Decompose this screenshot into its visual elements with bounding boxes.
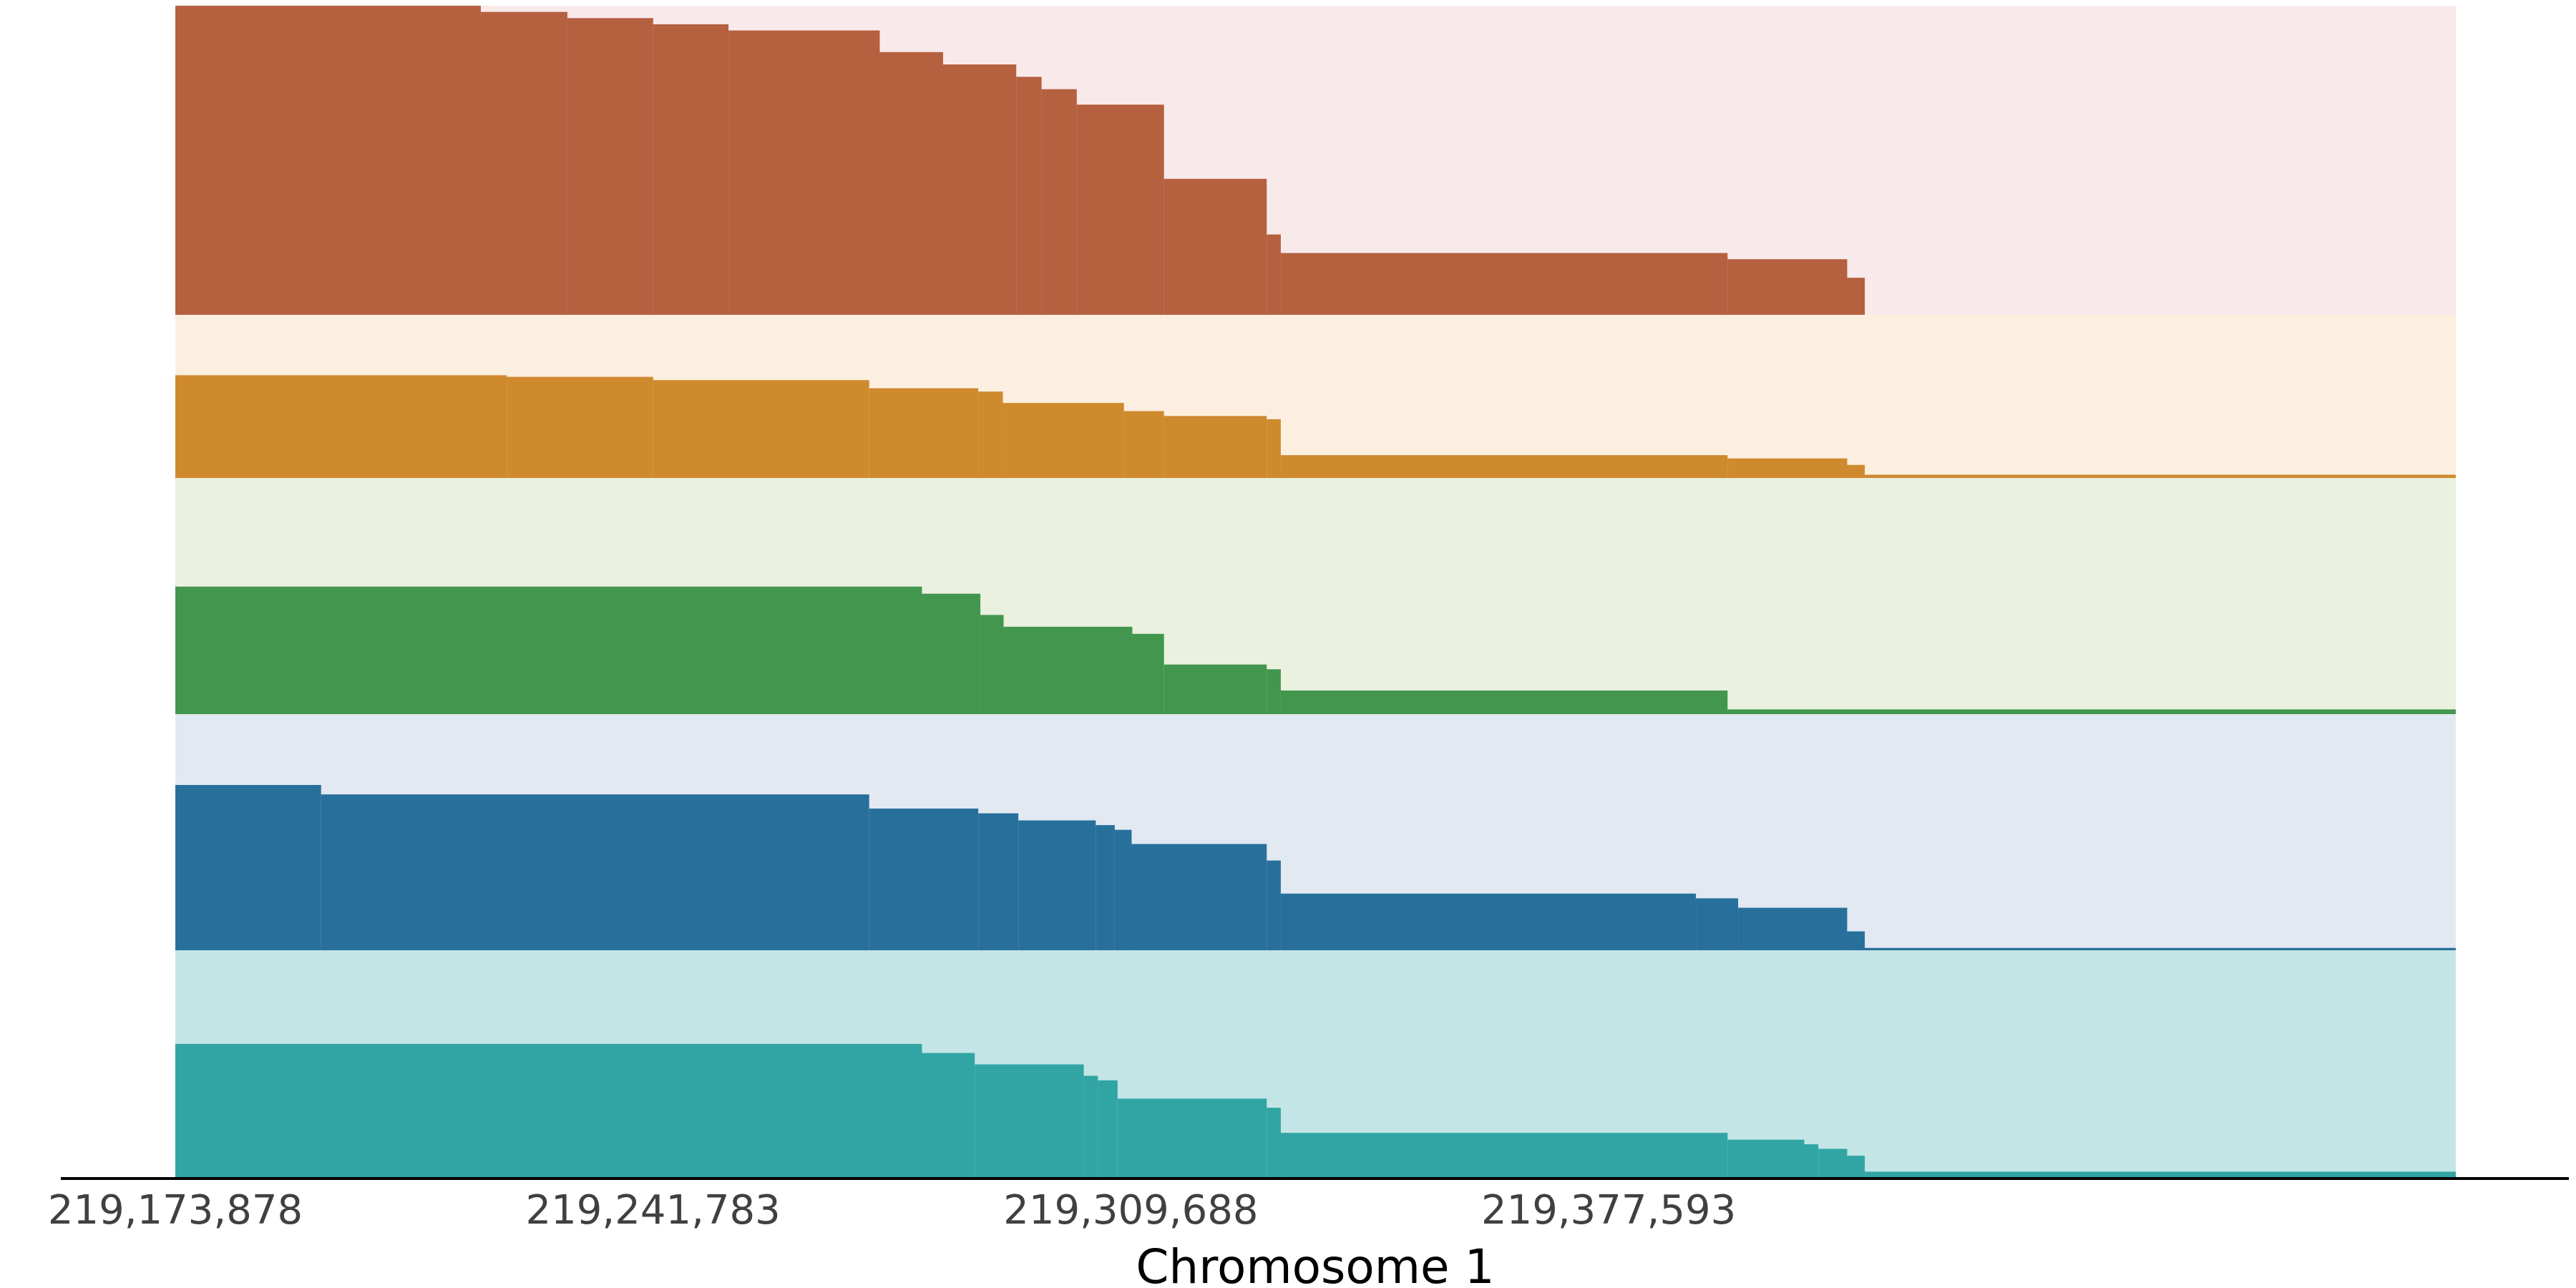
track-4-bar-5 bbox=[1018, 820, 1096, 950]
bands-layer bbox=[175, 6, 2456, 1179]
track-4-bar-13 bbox=[1847, 931, 1865, 950]
track-3-bar-9 bbox=[1727, 709, 1823, 714]
track-2-bar-12 bbox=[1847, 464, 1865, 478]
track-4-bar-7 bbox=[1114, 829, 1132, 950]
track-4-bar-12 bbox=[1738, 907, 1848, 950]
track-4-bar-4 bbox=[978, 813, 1019, 950]
track-5-bar-1 bbox=[175, 1043, 922, 1179]
track-1-bar-14 bbox=[1727, 259, 1848, 315]
track-2-bar-8 bbox=[1163, 416, 1267, 478]
track-1-bar-8 bbox=[1016, 77, 1042, 316]
track-3-bar-8 bbox=[1280, 691, 1728, 714]
track-1-bar-12 bbox=[1267, 234, 1281, 315]
track-2-bar-3 bbox=[653, 380, 869, 478]
track-5-bar-11 bbox=[1818, 1148, 1848, 1179]
track-5-bar-4 bbox=[1083, 1075, 1098, 1179]
track-2-bar-11 bbox=[1727, 458, 1848, 478]
x-tick-labels: 219,173,878 219,241,783 219,309,688 219,377… bbox=[48, 1187, 1736, 1234]
track-2-bar-10 bbox=[1280, 455, 1728, 478]
track-3-bar-6 bbox=[1163, 664, 1267, 714]
track-2-bar-1 bbox=[175, 375, 507, 478]
track-3-bar-3 bbox=[980, 615, 1004, 714]
track-5-bar-13 bbox=[1865, 1171, 2456, 1179]
track-4-bar-9 bbox=[1267, 860, 1281, 950]
track-1-bar-10 bbox=[1076, 104, 1164, 316]
track-1-bar-11 bbox=[1163, 178, 1267, 315]
x-tick-label-3: 219,309,688 bbox=[1003, 1187, 1258, 1234]
track-5-bar-6 bbox=[1117, 1098, 1267, 1179]
track-4-bar-1 bbox=[175, 785, 321, 950]
track-4-bar-11 bbox=[1696, 898, 1739, 950]
track-1-bar-1 bbox=[175, 6, 481, 315]
track-4-bar-8 bbox=[1131, 844, 1267, 950]
track-2-bar-13 bbox=[1865, 474, 2456, 478]
track-1-bar-2 bbox=[480, 11, 567, 315]
track-1-bar-6 bbox=[879, 52, 943, 316]
track-5-bar-2 bbox=[922, 1053, 975, 1179]
track-3-bar-1 bbox=[175, 586, 922, 714]
track-5-bar-9 bbox=[1727, 1139, 1805, 1179]
track-5-bar-12 bbox=[1847, 1156, 1865, 1179]
x-tick-label-1: 219,173,878 bbox=[48, 1187, 303, 1234]
track-2-bar-5 bbox=[978, 391, 1003, 478]
track-5-bar-7 bbox=[1267, 1108, 1281, 1179]
track-1-bar-7 bbox=[942, 64, 1017, 315]
track-3-bar-10 bbox=[1823, 709, 2456, 714]
track-4-bar-14 bbox=[1865, 947, 2456, 950]
track-1-bar-13 bbox=[1280, 253, 1728, 315]
track-3-bar-2 bbox=[922, 593, 981, 714]
track-1-bar-5 bbox=[728, 30, 880, 316]
track-1-bar-9 bbox=[1041, 89, 1077, 315]
track-2-bar-2 bbox=[507, 376, 653, 478]
track-5-bar-10 bbox=[1804, 1144, 1819, 1179]
track-4-bar-10 bbox=[1280, 893, 1697, 950]
track-4-bar-3 bbox=[869, 809, 979, 950]
track-5-bar-3 bbox=[975, 1064, 1084, 1179]
track-3-bar-7 bbox=[1267, 669, 1281, 714]
track-3-bar-5 bbox=[1132, 633, 1164, 714]
track-2-bar-9 bbox=[1267, 419, 1281, 478]
track-2-bar-6 bbox=[1002, 403, 1124, 478]
track-1-bar-4 bbox=[653, 24, 729, 316]
x-tick-label-4: 219,377,593 bbox=[1481, 1187, 1736, 1234]
track-4-bar-2 bbox=[321, 794, 869, 950]
track-2-bar-7 bbox=[1123, 411, 1164, 478]
track-4-bar-6 bbox=[1096, 825, 1115, 950]
track-3-bar-4 bbox=[1003, 626, 1133, 714]
x-axis-title: Chromosome 1 bbox=[1136, 1239, 1494, 1288]
track-2-bar-4 bbox=[869, 388, 979, 478]
track-1-bar-3 bbox=[567, 18, 653, 316]
track-1-bar-15 bbox=[1847, 278, 1865, 315]
track-5-bar-5 bbox=[1098, 1080, 1118, 1179]
track-5-bar-8 bbox=[1280, 1133, 1728, 1179]
x-tick-label-2: 219,241,783 bbox=[526, 1187, 781, 1234]
